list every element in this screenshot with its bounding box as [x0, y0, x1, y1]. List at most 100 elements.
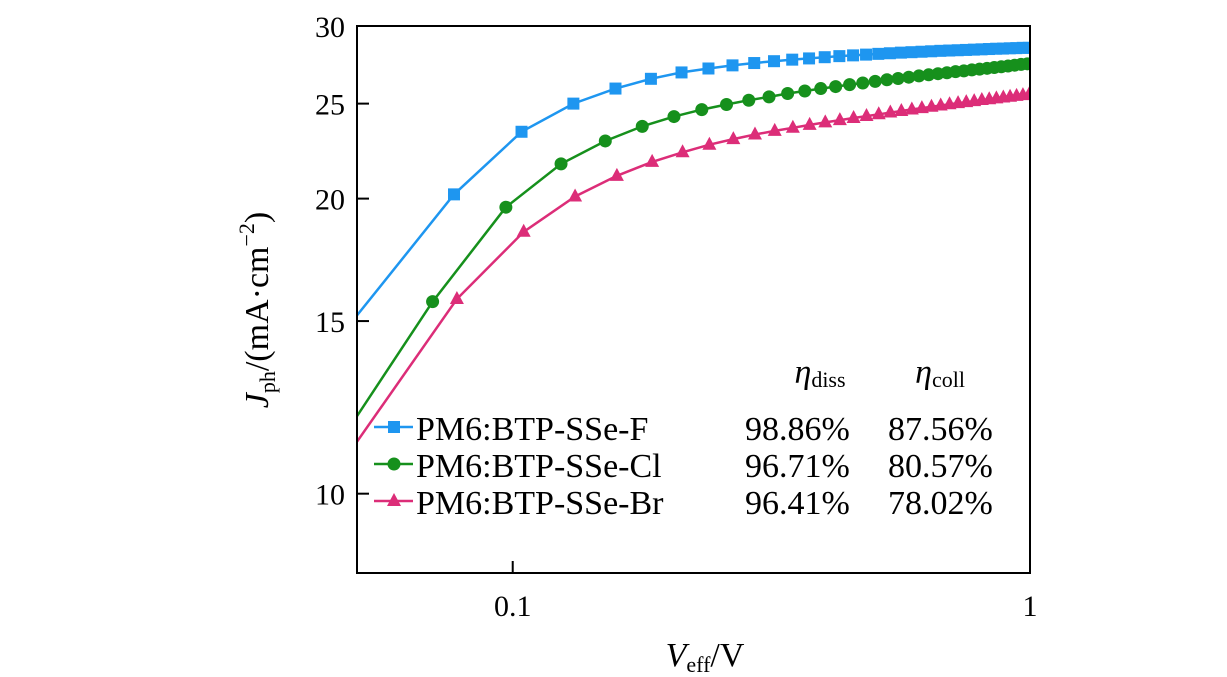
data-point [645, 153, 660, 167]
legend-label-cl: PM6:BTP-SSe-Cl [416, 448, 662, 485]
data-point [859, 108, 874, 122]
data-point [554, 157, 568, 171]
data-point [912, 69, 926, 83]
data-point [1020, 57, 1030, 71]
plot-frame [356, 25, 1031, 574]
data-point [448, 188, 461, 201]
series-2 [357, 57, 1030, 417]
data-point [702, 62, 715, 75]
data-point [667, 110, 681, 124]
x-tick-label: 1 [1023, 590, 1038, 623]
legend-eta-coll-f: 87.56% [888, 411, 993, 448]
y-tick-label: 20 [315, 184, 345, 217]
data-point [785, 119, 800, 133]
data-point [914, 100, 929, 114]
data-point [786, 53, 799, 66]
data-point [675, 144, 690, 158]
data-point [609, 82, 622, 95]
data-point [883, 47, 896, 60]
data-point [635, 119, 649, 133]
data-point [702, 136, 717, 150]
data-point [904, 101, 919, 115]
series-line [357, 46, 1029, 317]
data-point [802, 116, 817, 130]
y-tick-label: 15 [315, 306, 345, 339]
legend-eta-coll-br: 78.02% [888, 485, 993, 522]
data-point [762, 90, 776, 104]
data-point [868, 74, 882, 88]
series-3 [357, 86, 1030, 443]
data-point [832, 112, 847, 126]
data-point [567, 97, 580, 110]
legend-eta-coll-cl: 80.57% [888, 448, 993, 485]
data-point [902, 70, 916, 84]
data-point [905, 46, 918, 59]
legend-label-br: PM6:BTP-SSe-Br [416, 485, 664, 522]
data-point [1022, 41, 1030, 54]
data-point [847, 49, 860, 62]
data-point [891, 71, 905, 85]
legend-eta-diss-cl: 96.71% [745, 448, 850, 485]
data-point [747, 126, 762, 140]
data-point [515, 125, 528, 138]
legend-eta-diss-f: 98.86% [745, 411, 850, 448]
legend-marker-br [387, 493, 401, 506]
data-point [860, 48, 873, 61]
data-point [781, 87, 795, 101]
legend-marker-f [388, 421, 400, 433]
data-point [843, 78, 857, 92]
series-layer [357, 41, 1030, 443]
data-point [644, 72, 657, 85]
data-point [1022, 86, 1030, 100]
data-point [846, 109, 861, 123]
data-point [894, 103, 909, 117]
data-point [871, 106, 886, 120]
y-tick-label: 30 [315, 11, 345, 44]
legend-entry-cl: PM6:BTP-SSe-Cl 96.71% 80.57% [374, 448, 993, 485]
data-point [880, 73, 894, 87]
x-tick-label: 0.1 [494, 590, 532, 623]
data-point [925, 45, 938, 58]
legend-entry-br: PM6:BTP-SSe-Br 96.41% 78.02% [374, 485, 993, 522]
y-axis-title: Jph/(mA·cm−2) [234, 212, 280, 408]
data-point [675, 66, 688, 79]
legend: ηdiss ηcoll PM6:BTP-SSe-F 98.86% 87.56% … [374, 354, 993, 522]
data-point [768, 55, 781, 68]
data-point [856, 76, 870, 90]
data-point [726, 131, 741, 145]
data-point [426, 295, 440, 309]
data-point [516, 223, 531, 237]
data-point [883, 104, 898, 118]
data-point [598, 134, 612, 148]
data-point [748, 57, 761, 70]
axis-ticks: 0.1 1 10 15 20 25 30 [315, 11, 1038, 623]
x-axis-title: Veff/V [666, 637, 745, 677]
legend-label-f: PM6:BTP-SSe-F [416, 411, 648, 448]
data-point [829, 80, 843, 94]
data-point [798, 84, 812, 98]
data-point [568, 188, 583, 202]
data-point [726, 59, 739, 72]
data-point [818, 51, 831, 64]
y-tick-label: 10 [315, 479, 345, 512]
data-point [814, 82, 828, 96]
data-point [767, 122, 782, 136]
data-point [872, 47, 885, 60]
legend-header-eta-coll: ηcoll [915, 354, 965, 392]
legend-header-eta-diss: ηdiss [794, 354, 845, 392]
data-point [833, 50, 846, 63]
data-point [894, 46, 907, 59]
legend-marker-cl [387, 457, 401, 471]
data-point [720, 97, 734, 111]
data-point [742, 93, 756, 107]
legend-eta-diss-br: 96.41% [745, 485, 850, 522]
data-point [818, 114, 833, 128]
data-point [915, 45, 928, 58]
series-1 [357, 41, 1030, 317]
y-tick-label: 25 [315, 89, 345, 122]
data-point [695, 103, 709, 117]
data-point [499, 200, 513, 214]
legend-entry-f: PM6:BTP-SSe-F 98.86% 87.56% [374, 411, 993, 448]
data-point [803, 52, 816, 65]
